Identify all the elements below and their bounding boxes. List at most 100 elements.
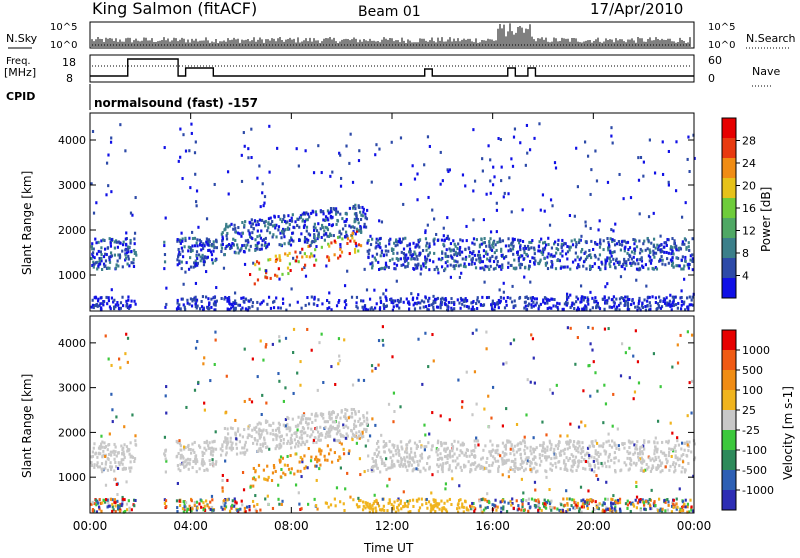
power-cell: [665, 303, 668, 307]
cpid-text: normalsound (fast) -157: [94, 96, 258, 110]
velocity-cell: [632, 504, 636, 508]
power-cell: [195, 189, 199, 193]
power-cell: [574, 251, 577, 255]
x-tick-label: 16:00: [475, 519, 510, 533]
power-cell: [486, 265, 489, 269]
velocity-cell: [195, 508, 198, 512]
power-cell: [578, 241, 581, 245]
velocity-cell: [614, 443, 617, 447]
velocity-cell: [121, 497, 125, 501]
velocity-cell: [125, 480, 128, 484]
velocity-cell: [224, 411, 227, 415]
velocity-cell: [400, 507, 403, 511]
power-cell: [613, 304, 616, 308]
power-cell: [518, 263, 521, 267]
velocity-cell: [186, 507, 190, 511]
velocity-cell: [485, 460, 488, 464]
power-cell: [367, 238, 370, 242]
power-cell: [117, 240, 120, 244]
velocity-cell: [114, 477, 117, 481]
power-cell: [317, 232, 320, 236]
velocity-cell: [246, 436, 249, 440]
velocity-cell: [446, 457, 449, 461]
velocity-cell: [95, 503, 98, 507]
power-cell: [390, 140, 393, 144]
power-cell: [279, 231, 282, 235]
velocity-cell: [690, 450, 693, 454]
velocity-cell: [597, 466, 600, 470]
power-cell: [647, 308, 651, 312]
velocity-cell: [419, 470, 422, 474]
power-cell: [596, 301, 599, 305]
velocity-cell: [231, 503, 234, 507]
velocity-cell: [107, 357, 110, 361]
power-cell: [641, 301, 644, 305]
velocity-cell: [339, 500, 342, 504]
power-cell: [289, 243, 293, 247]
power-cell: [251, 301, 255, 305]
power-cell: [449, 275, 452, 279]
power-cell: [404, 256, 407, 260]
power-cell: [107, 153, 110, 157]
power-cell: [647, 254, 651, 258]
power-cell: [539, 249, 542, 253]
velocity-cell: [203, 504, 206, 508]
velocity-cell: [610, 497, 613, 501]
velocity-cell: [528, 459, 531, 463]
velocity-cell: [109, 453, 113, 457]
velocity-cell: [300, 443, 303, 447]
velocity-cell: [480, 509, 483, 513]
power-cell: [425, 257, 429, 261]
velocity-cell: [318, 438, 321, 442]
velocity-cell: [248, 433, 251, 437]
velocity-cell: [497, 469, 500, 473]
velocity-cell: [436, 505, 439, 509]
power-cell: [689, 258, 692, 262]
velocity-cell: [494, 449, 497, 453]
power-cell: [313, 233, 316, 237]
velocity-cell: [235, 446, 239, 450]
velocity-colorbar-segment: [722, 350, 736, 371]
velocity-cell: [99, 447, 102, 451]
power-cell: [134, 196, 137, 200]
velocity-cell: [574, 445, 577, 449]
power-cell: [275, 235, 278, 239]
velocity-cell: [474, 467, 477, 471]
power-cell: [506, 296, 509, 300]
power-cell: [398, 306, 401, 310]
power-cell: [374, 246, 377, 250]
power-cell: [256, 176, 259, 180]
velocity-cell: [682, 453, 685, 457]
power-cell: [419, 301, 422, 305]
power-cell: [118, 253, 122, 257]
power-cell: [202, 306, 205, 310]
power-cell: [555, 304, 558, 308]
power-cell: [612, 229, 615, 233]
velocity-cell: [259, 443, 262, 447]
velocity-cell: [671, 431, 674, 435]
velocity-cell: [307, 417, 310, 421]
velocity-cell: [357, 419, 360, 423]
power-cell: [282, 214, 286, 218]
power-cell: [675, 140, 678, 144]
velocity-cell: [200, 499, 203, 503]
power-cell: [667, 183, 670, 187]
velocity-cell: [385, 457, 388, 461]
velocity-colorbar-tick-label: -100: [742, 444, 767, 457]
power-cell: [530, 240, 533, 244]
power-cell: [127, 298, 130, 302]
power-cell: [206, 306, 209, 310]
power-cell: [648, 248, 651, 252]
power-cell: [176, 238, 179, 242]
velocity-cell: [684, 498, 687, 502]
velocity-cell: [491, 463, 494, 467]
velocity-cell: [532, 447, 535, 451]
velocity-cell: [317, 438, 320, 442]
power-cell: [341, 237, 344, 241]
velocity-cell: [262, 444, 265, 448]
power-cell: [432, 294, 435, 298]
power-cell: [272, 306, 276, 310]
velocity-cell: [165, 504, 168, 508]
power-cell: [664, 263, 667, 267]
power-cell: [126, 306, 129, 310]
